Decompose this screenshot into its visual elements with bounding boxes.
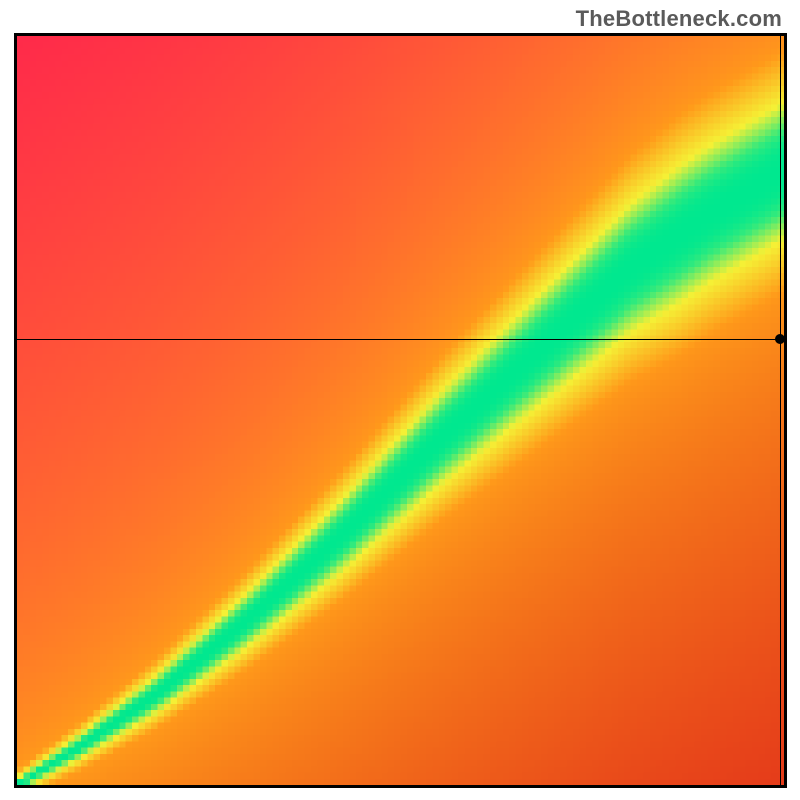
- heatmap-frame: [14, 33, 787, 788]
- crosshair-horizontal: [17, 339, 784, 340]
- heatmap-canvas: [17, 36, 784, 785]
- crosshair-vertical: [780, 36, 781, 785]
- watermark-text: TheBottleneck.com: [576, 6, 782, 32]
